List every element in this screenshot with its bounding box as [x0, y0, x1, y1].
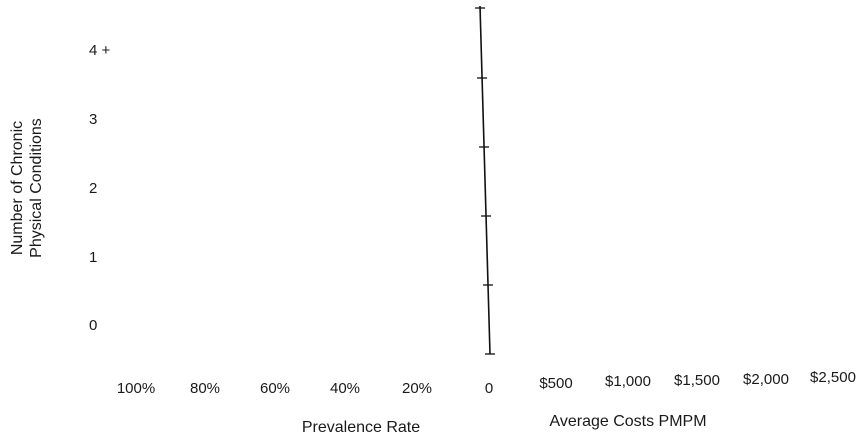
prevalence-tick-label: 40% — [330, 380, 360, 397]
y-axis-title-line-1: Number of Chronic — [9, 121, 26, 255]
prevalence-tick-labels: 100% 80% 60% 40% 20% 0 — [117, 380, 493, 397]
cost-tick-labels: $500 $1,000 $1,500 $2,000 $2,500 — [539, 369, 856, 392]
y-tick-label: 3 — [89, 111, 97, 128]
prevalence-tick-label: 80% — [190, 380, 220, 397]
y-axis-title-line-2: Physical Conditions — [28, 118, 45, 258]
cost-tick-label: $500 — [539, 375, 572, 392]
prevalence-tick-label: 60% — [260, 380, 290, 397]
center-axis-line — [479, 5, 491, 355]
cost-tick-label: $1,000 — [605, 373, 651, 390]
x-axis-title-costs: Average Costs PMPM — [549, 413, 706, 430]
prevalence-tick-label: 100% — [117, 380, 155, 397]
center-axis-group — [475, 5, 495, 355]
cost-tick-label: $1,500 — [674, 372, 720, 389]
y-tick-label: 1 — [89, 249, 97, 266]
prevalence-tick-label: 0 — [485, 380, 493, 397]
x-axis-title-prevalence: Prevalence Rate — [302, 419, 420, 436]
cost-tick-label: $2,000 — [743, 371, 789, 388]
cost-tick-label: $2,500 — [810, 369, 856, 386]
prevalence-tick-label: 20% — [402, 380, 432, 397]
y-tick-label: 4 + — [89, 42, 111, 59]
y-axis-title: Number of Chronic Physical Conditions — [9, 118, 45, 258]
y-tick-label: 2 — [89, 180, 97, 197]
y-tick-label: 0 — [89, 317, 97, 334]
y-tick-labels: 0 1 2 3 4 + — [89, 42, 111, 334]
